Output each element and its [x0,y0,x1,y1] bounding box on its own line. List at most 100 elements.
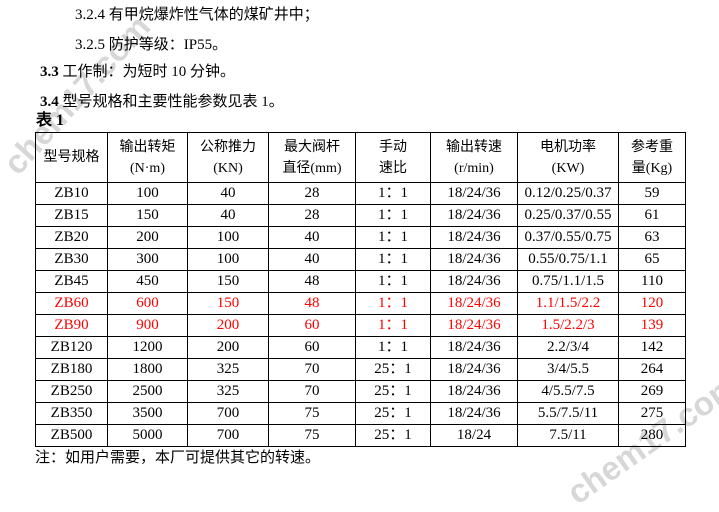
table-cell: 110 [618,270,686,293]
table-cell: 40 [268,248,356,271]
document-page: chem17.com chem17.com 3.2.4 有甲烷爆炸性气体的煤矿井… [0,7,719,512]
table-cell: 18/24/36 [430,248,518,271]
column-header: 公称推力 (KN) [187,132,269,183]
table-cell: 63 [618,226,686,249]
table-cell: 3/4/5.5 [517,358,619,381]
table-cell: 700 [187,424,269,447]
table-cell: 280 [618,424,686,447]
table-cell: 70 [268,380,356,403]
table-cell: 60 [268,314,356,337]
table-cell: 200 [107,226,188,249]
table-cell: 1：1 [355,182,431,205]
table-cell: 18/24/36 [430,204,518,227]
spec-table: 型号规格 输出转矩 (N·m) 公称推力 (KN) 最大阀杆 直径(mm) 手动 速比 输出转速(… [35,132,686,447]
table-cell: 150 [187,270,269,293]
table-caption: 表 1 [36,112,65,129]
table-row: ZB120 1200 200 60 1：1 18/24/36 2.2/3/4 142 [35,336,686,359]
table-row: ZB90 900 200 60 1：1 18/24/36 1.5/2.2/3 139 [35,314,686,337]
table-cell: ZB180 [35,358,108,381]
column-header: 输出转矩 (N·m) [107,132,188,183]
table-note: 注：如用户需要，本厂可提供其它的转速。 [35,450,321,466]
table-cell: 18/24/36 [430,336,518,359]
table-cell: 18/24/36 [430,358,518,381]
table-row: ZB180 1800 325 70 25：1 18/24/36 3/4/5.5 264 [35,358,686,381]
column-header: 参考重 量(Kg) [618,132,686,183]
table-cell: 0.55/0.75/1.1 [517,248,619,271]
table-cell: 1：1 [355,226,431,249]
table-cell: 40 [187,182,269,205]
table-cell: 1：1 [355,336,431,359]
clause-3-3: 3.3 工作制：为短时 10 分钟。 [40,64,235,81]
table-row: ZB350 3500 700 75 25：1 18/24/36 5.5/7.5/11 275 [35,402,686,425]
table-cell: 150 [187,292,269,315]
table-cell: 1：1 [355,204,431,227]
table-cell: 18/24/36 [430,402,518,425]
table-row: ZB30 300 100 40 1：1 18/24/36 0.55/0.75/1.1 65 [35,248,686,271]
table-cell: ZB250 [35,380,108,403]
table-cell: 200 [187,314,269,337]
column-header: 手动 速比 [355,132,431,183]
table-cell: ZB60 [35,292,108,315]
table-cell: 0.75/1.1/1.5 [517,270,619,293]
table-cell: 75 [268,402,356,425]
table-cell: 18/24/36 [430,292,518,315]
clause-3-4: 3.4 型号规格和主要性能参数见表 1。 [40,94,284,111]
table-cell: 25：1 [355,424,431,447]
table-cell: ZB10 [35,182,108,205]
table-cell: 70 [268,358,356,381]
table-cell: 1.1/1.5/2.2 [517,292,619,315]
clause-number: 3.4 [40,94,59,110]
table-cell: 325 [187,380,269,403]
table-cell: ZB500 [35,424,108,447]
table-cell: 200 [187,336,269,359]
clause-text: 型号规格和主要性能参数见表 1。 [62,94,284,110]
table-cell: 600 [107,292,188,315]
clause-number: 3.3 [40,64,59,80]
spec-table-head-row: 型号规格 输出转矩 (N·m) 公称推力 (KN) 最大阀杆 直径(mm) 手动 速比 输出转速(… [35,132,686,183]
table-cell: 1：1 [355,248,431,271]
table-cell: 18/24/36 [430,226,518,249]
table-cell: 18/24/36 [430,380,518,403]
table-row: ZB15 150 40 28 1：1 18/24/36 0.25/0.37/0.55 61 [35,204,686,227]
table-cell: 700 [187,402,269,425]
table-cell: 5.5/7.5/11 [517,402,619,425]
table-row: ZB10 100 40 28 1：1 18/24/36 0.12/0.25/0.37 59 [35,182,686,205]
table-cell: 2500 [107,380,188,403]
table-cell: 25：1 [355,402,431,425]
table-cell: 25：1 [355,380,431,403]
table-cell: 0.12/0.25/0.37 [517,182,619,205]
table-cell: 65 [618,248,686,271]
table-cell: 120 [618,292,686,315]
table-cell: 18/24 [430,424,518,447]
table-cell: 7.5/11 [517,424,619,447]
table-cell: 142 [618,336,686,359]
table-cell: 48 [268,270,356,293]
table-cell: ZB15 [35,204,108,227]
table-cell: 40 [268,226,356,249]
table-cell: ZB90 [35,314,108,337]
table-cell: 59 [618,182,686,205]
table-cell: 264 [618,358,686,381]
table-cell: 450 [107,270,188,293]
table-cell: 25：1 [355,358,431,381]
table-cell: 5000 [107,424,188,447]
table-cell: 48 [268,292,356,315]
table-row: ZB45 450 150 48 1：1 18/24/36 0.75/1.1/1.5 110 [35,270,686,293]
table-cell: ZB45 [35,270,108,293]
table-cell: 269 [618,380,686,403]
table-cell: 1200 [107,336,188,359]
table-cell: 75 [268,424,356,447]
table-cell: 325 [187,358,269,381]
table-cell: 28 [268,204,356,227]
table-cell: 900 [107,314,188,337]
table-cell: 275 [618,402,686,425]
table-cell: 61 [618,204,686,227]
table-cell: 1：1 [355,270,431,293]
table-cell: 18/24/36 [430,314,518,337]
spec-table-body: ZB10 100 40 28 1：1 18/24/36 0.12/0.25/0.37 59 ZB… [35,182,686,447]
table-row: ZB500 5000 700 75 25：1 18/24 7.5/11 280 [35,424,686,447]
table-cell: 28 [268,182,356,205]
table-cell: 100 [107,182,188,205]
column-header: 最大阀杆 直径(mm) [268,132,356,183]
table-cell: 1.5/2.2/3 [517,314,619,337]
